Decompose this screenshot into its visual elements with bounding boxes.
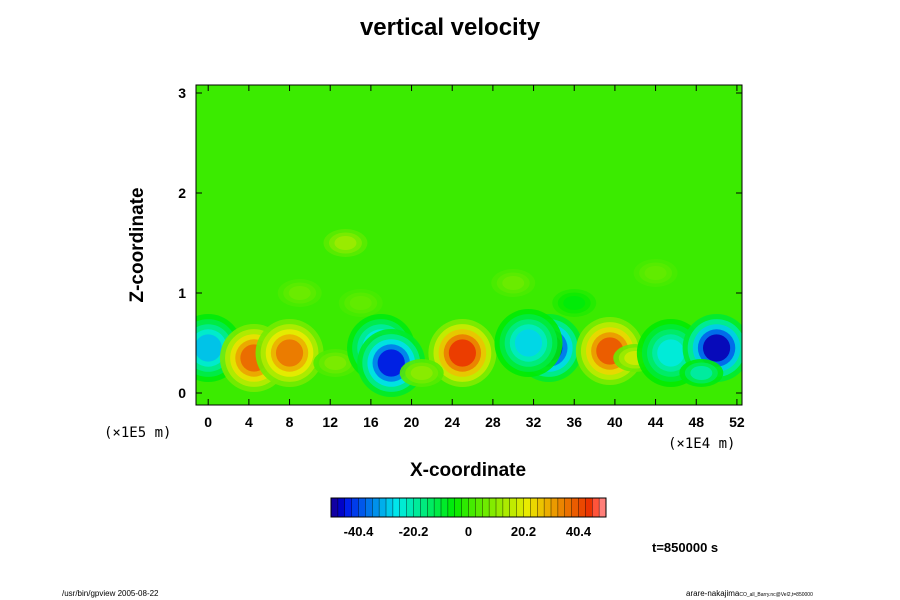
colorbar-swatch [351, 498, 359, 517]
heatmap-cell [196, 314, 243, 382]
x-axis-label: X-coordinate [409, 460, 527, 481]
colorbar-swatch [358, 498, 366, 517]
colorbar-swatch [399, 498, 408, 517]
y-tick-label: 3 [178, 85, 186, 101]
colorbar-swatch [475, 498, 483, 517]
colorbar-swatch [516, 498, 524, 517]
colorbar-swatch [386, 498, 394, 517]
footer-right-main: arare-nakajima [686, 589, 740, 598]
heatmap-cell [679, 359, 724, 387]
heatmap-cell [255, 319, 324, 387]
heatmap-cell [338, 289, 383, 317]
y-tick-label: 1 [178, 285, 186, 301]
colorbar-tick-label: -20.2 [399, 524, 429, 539]
heatmap-cell [428, 319, 497, 387]
colorbar-swatch [365, 498, 373, 517]
colorbar-swatch [413, 498, 421, 517]
colorbar-swatch [427, 498, 435, 517]
x-tick-label: 48 [688, 414, 704, 430]
heatmap-cell [323, 229, 368, 257]
x-tick-label: 36 [566, 414, 582, 430]
colorbar-swatch [372, 498, 380, 517]
heatmap-cell [633, 259, 678, 287]
colorbar-tick-label: 20.2 [511, 524, 536, 539]
colorbar-swatch [544, 498, 552, 517]
y-axis: 0 1 2 3 [178, 85, 742, 401]
colorbar-swatch [585, 498, 593, 517]
heatmap-cell [313, 349, 358, 377]
time-label: t=850000 s [652, 540, 719, 555]
colorbar-swatch [331, 498, 339, 517]
x-tick-label: 28 [485, 414, 501, 430]
footer-right-small: CO_all_Barry.nc@Vel2,t=850000 [739, 592, 813, 598]
colorbar-swatch [496, 498, 504, 517]
colorbar-tick-label: 0 [465, 524, 472, 539]
colorbar-swatch [482, 498, 490, 517]
heatmap-cell [277, 279, 322, 307]
colorbar-swatch [461, 498, 469, 517]
colorbar-swatch [406, 498, 414, 517]
heatmap [196, 85, 742, 405]
x-tick-label: 20 [404, 414, 420, 430]
colorbar-tick-label: 40.4 [566, 524, 592, 539]
colorbar-swatch [523, 498, 531, 517]
y-tick-label: 2 [178, 185, 186, 201]
y-unit-label: (×1E5 m) [104, 425, 172, 441]
colorbar-swatch [379, 498, 387, 517]
x-tick-label: 24 [444, 414, 460, 430]
y-tick-label: 0 [178, 385, 186, 401]
colorbar-swatch [557, 498, 566, 517]
x-tick-label: 16 [363, 414, 379, 430]
heatmap-cell [552, 289, 597, 317]
colorbar-swatch [551, 498, 559, 517]
colorbar-swatch [509, 498, 518, 517]
x-tick-label: 8 [286, 414, 294, 430]
colorbar-swatch [502, 498, 511, 517]
x-unit-label: (×1E4 m) [668, 436, 736, 452]
colorbar-swatch [530, 498, 538, 517]
colorbar-swatch [578, 498, 586, 517]
x-tick-label: 0 [204, 414, 212, 430]
colorbar-frame [330, 497, 607, 518]
heatmap-cell [491, 269, 536, 297]
colorbar-swatch [489, 498, 497, 517]
colorbar-swatch [441, 498, 449, 517]
colorbar-swatch [454, 498, 463, 517]
x-tick-label: 44 [648, 414, 664, 430]
colorbar-tick-label: -40.4 [344, 524, 374, 539]
x-axis: 0 4 8 12 16 20 24 28 32 36 40 44 48 52 [204, 85, 745, 430]
footer-left: /usr/bin/gpview 2005-08-22 [62, 589, 159, 598]
colorbar-swatch [447, 498, 456, 517]
colorbar-swatch [392, 498, 401, 517]
plot-frame [195, 84, 743, 406]
colorbar-swatch [434, 498, 442, 517]
colorbar-swatch [599, 498, 607, 517]
heatmap-cell [494, 309, 563, 377]
colorbar-swatch [420, 498, 428, 517]
colorbar-swatch [592, 498, 600, 517]
footer-right: arare-nakajimaCO_all_Barry.nc@Vel2,t=850… [686, 589, 813, 598]
colorbar-swatch [564, 498, 573, 517]
x-tick-label: 32 [526, 414, 542, 430]
colorbar-swatch [344, 498, 353, 517]
x-tick-label: 12 [322, 414, 338, 430]
colorbar: -40.4 -20.2 0 20.2 40.4 [330, 497, 607, 539]
x-tick-label: 4 [245, 414, 253, 430]
colorbar-swatch [468, 498, 476, 517]
colorbar-swatch [537, 498, 545, 517]
x-tick-label: 40 [607, 414, 623, 430]
x-tick-label: 52 [729, 414, 745, 430]
chart-title: vertical velocity [359, 14, 541, 41]
colorbar-swatch [337, 498, 346, 517]
heatmap-cell [399, 359, 444, 387]
colorbar-swatch [571, 498, 579, 517]
